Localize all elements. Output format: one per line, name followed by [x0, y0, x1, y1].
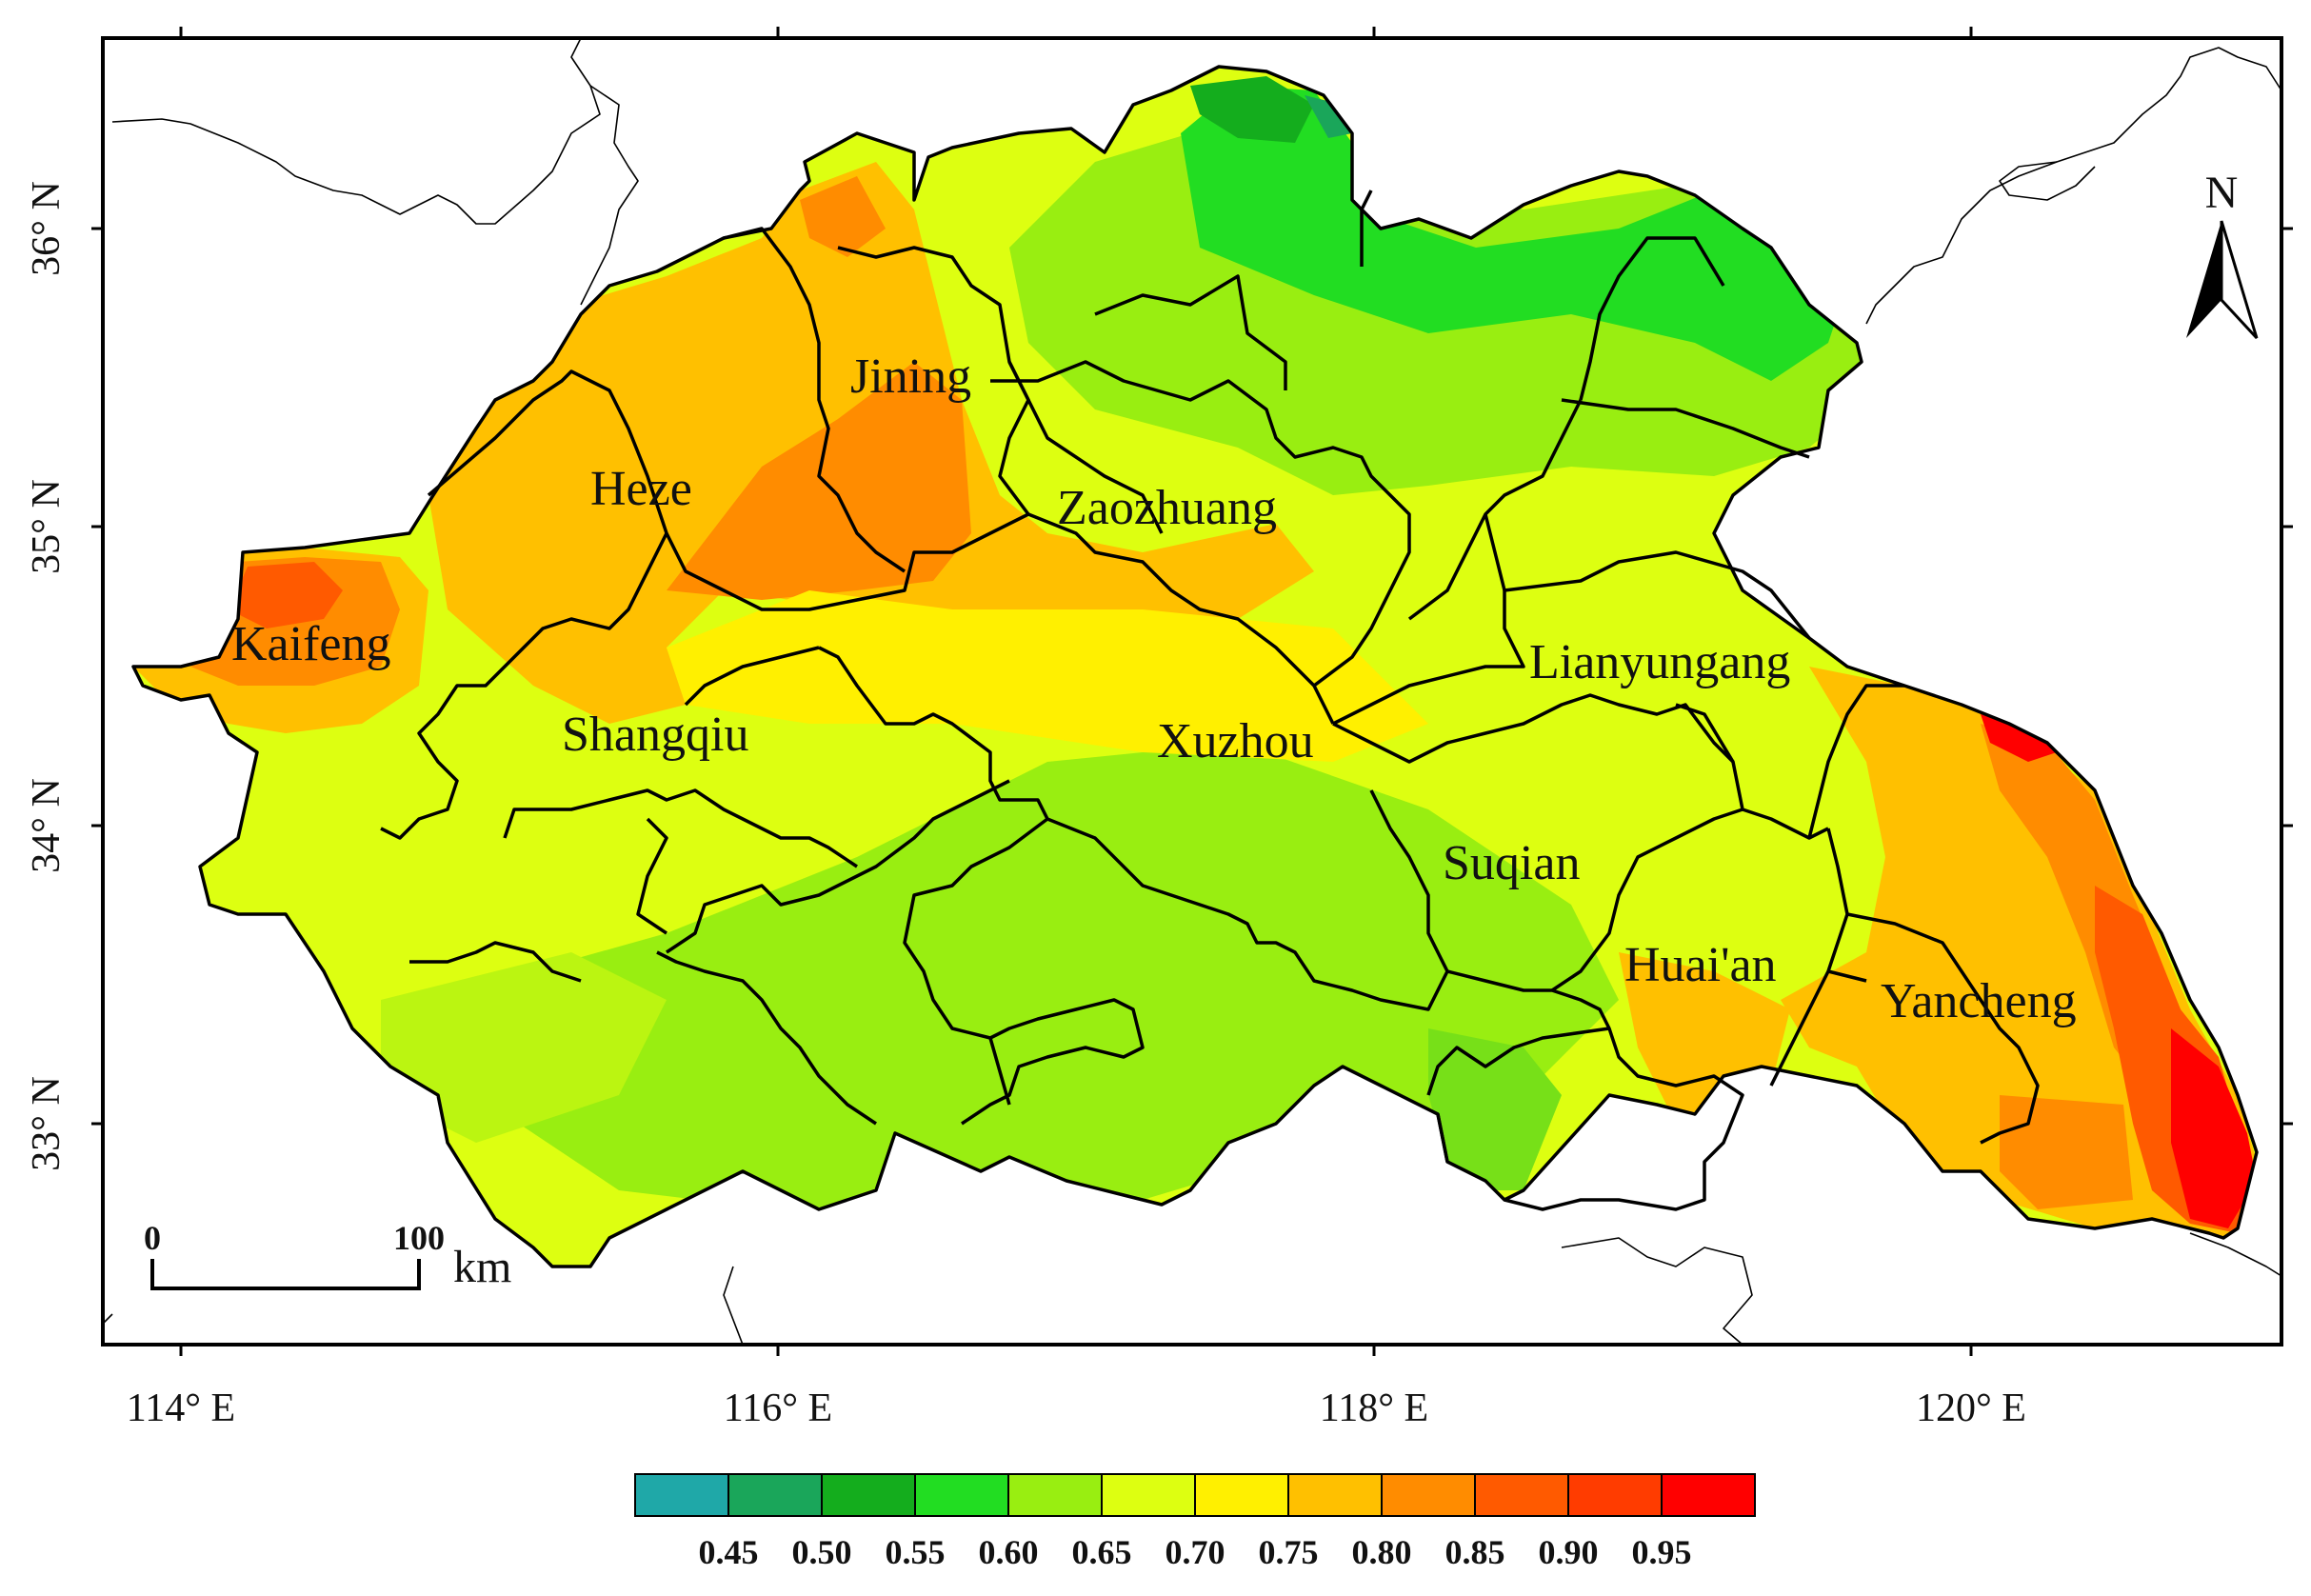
legend-swatch [1381, 1473, 1476, 1517]
city-label-suqian: Suqian [1443, 836, 1580, 890]
city-label-huaian: Huai'an [1624, 938, 1777, 992]
legend-swatch [914, 1473, 1009, 1517]
y-tick-label-36: 36° N [25, 181, 69, 276]
legend-swatch [1194, 1473, 1289, 1517]
legend-swatch [1287, 1473, 1383, 1517]
legend-label: 0.70 [1165, 1533, 1225, 1571]
color-legend: 0.45 0.50 0.55 0.60 0.65 0.70 0.75 0.80 0.85 0.90… [634, 1473, 1756, 1571]
city-label-kaifeng: Kaifeng [231, 617, 390, 671]
legend-swatch [821, 1473, 916, 1517]
legend-label: 0.50 [792, 1533, 852, 1571]
y-tick-label-33: 33° N [25, 1076, 69, 1171]
legend-swatch [727, 1473, 823, 1517]
x-tick-label-114: 114° E [127, 1387, 235, 1430]
legend-label: 0.85 [1445, 1533, 1505, 1571]
north-arrow-icon: N [2186, 168, 2259, 340]
legend-label: 0.65 [1072, 1533, 1132, 1571]
x-tick-label-120: 120° E [1916, 1387, 2026, 1430]
axis-ticks [91, 27, 2293, 1356]
legend-label: 0.80 [1352, 1533, 1412, 1571]
legend-label: 0.90 [1539, 1533, 1599, 1571]
legend-swatch [1101, 1473, 1196, 1517]
legend-label: 0.55 [886, 1533, 946, 1571]
north-label: N [2205, 168, 2239, 218]
city-label-zaozhuang: Zaozhuang [1057, 481, 1277, 535]
y-tick-label-34: 34° N [25, 778, 69, 873]
legend-swatch [1661, 1473, 1756, 1517]
legend-label: 0.75 [1259, 1533, 1319, 1571]
outside-boundaries [102, 37, 2282, 1346]
city-label-lianyungang: Lianyungang [1529, 635, 1790, 689]
x-tick-label-118: 118° E [1320, 1387, 1428, 1430]
city-label-jining: Jining [850, 349, 971, 404]
legend-swatch [1007, 1473, 1103, 1517]
scale-end-label: 100 [393, 1219, 445, 1257]
city-label-xuzhou: Xuzhou [1157, 714, 1314, 768]
city-label-heze: Heze [590, 462, 692, 516]
scale-start-label: 0 [144, 1219, 161, 1257]
legend-label: 0.45 [699, 1533, 759, 1571]
city-label-shangqiu: Shangqiu [562, 708, 748, 762]
scale-bar: 0 100 km [144, 1219, 511, 1292]
x-tick-label-116: 116° E [724, 1387, 832, 1430]
scale-unit-label: km [453, 1242, 511, 1292]
legend-swatch [1567, 1473, 1663, 1517]
city-boundaries [380, 190, 2040, 1211]
legend-swatch [634, 1473, 729, 1517]
legend-label: 0.95 [1632, 1533, 1692, 1571]
city-label-yancheng: Yancheng [1881, 974, 2077, 1028]
legend-swatch [1474, 1473, 1569, 1517]
legend-label: 0.60 [979, 1533, 1039, 1571]
y-tick-label-35: 35° N [25, 479, 69, 574]
